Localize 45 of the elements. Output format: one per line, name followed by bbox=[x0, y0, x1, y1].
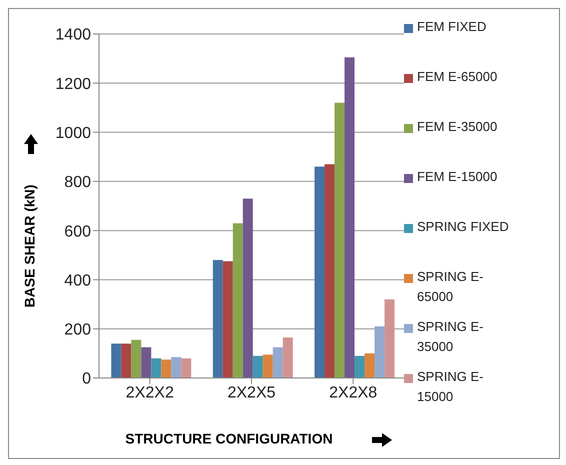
bar bbox=[181, 358, 192, 378]
legend-label: FEM E-15000 bbox=[417, 168, 498, 186]
bar bbox=[151, 358, 162, 378]
y-tick-label: 600 bbox=[64, 223, 92, 240]
legend-label: FEM FIXED bbox=[417, 18, 488, 36]
bar bbox=[212, 260, 223, 378]
bar bbox=[121, 344, 132, 378]
bar bbox=[374, 326, 385, 378]
bar bbox=[384, 299, 395, 378]
bar bbox=[242, 198, 253, 378]
legend-label: SPRING E-35000 bbox=[417, 318, 484, 356]
x-tick-label: 2X2X5 bbox=[227, 384, 276, 402]
bar bbox=[131, 340, 142, 378]
y-tick-label: 1200 bbox=[55, 76, 92, 93]
y-tick-label: 400 bbox=[64, 272, 92, 290]
bar bbox=[324, 164, 335, 378]
y-tick-label: 1400 bbox=[55, 26, 92, 44]
bar bbox=[354, 356, 365, 378]
bar bbox=[364, 353, 375, 378]
x-tick-label: 2X2X8 bbox=[329, 384, 378, 402]
bar bbox=[141, 347, 152, 378]
bar bbox=[171, 357, 182, 378]
x-axis-title: STRUCTURE CONFIGURATION bbox=[125, 430, 333, 447]
bar bbox=[161, 360, 172, 378]
bar bbox=[334, 102, 345, 378]
bar bbox=[282, 337, 293, 378]
bar bbox=[344, 57, 355, 378]
bar bbox=[262, 354, 273, 378]
x-tick-label: 2X2X2 bbox=[126, 384, 174, 402]
legend-label: SPRING FIXED bbox=[417, 218, 510, 236]
bar bbox=[314, 166, 325, 378]
legend-label: SPRING E-65000 bbox=[417, 268, 484, 306]
y-axis-title: BASE SHEAR (kN) bbox=[22, 184, 38, 308]
legend-label: FEM E-65000 bbox=[417, 68, 498, 86]
bar bbox=[222, 261, 233, 378]
bar bbox=[252, 356, 263, 378]
y-tick-label: 800 bbox=[64, 174, 92, 192]
y-tick-label: 0 bbox=[82, 370, 92, 388]
bar bbox=[111, 344, 122, 378]
y-tick-label: 1000 bbox=[55, 124, 92, 142]
legend-label: FEM E-35000 bbox=[417, 118, 498, 136]
bar bbox=[232, 223, 243, 378]
legend-label: SPRING E-15000 bbox=[417, 368, 484, 406]
bar bbox=[272, 347, 283, 378]
y-tick-label: 200 bbox=[64, 322, 92, 339]
